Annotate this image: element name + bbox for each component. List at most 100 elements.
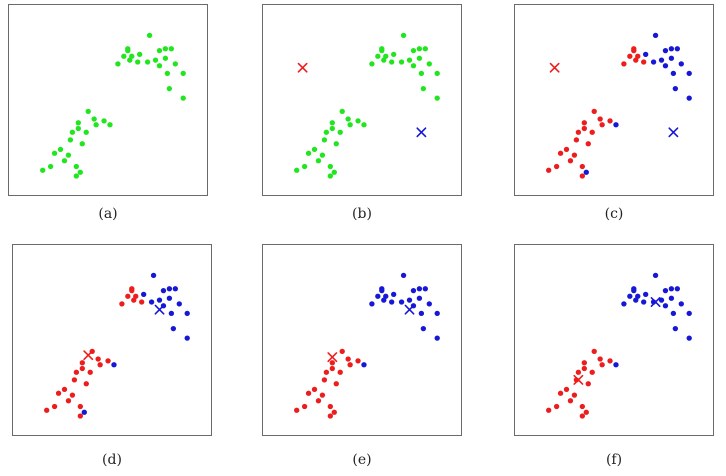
data-point-blue <box>434 335 440 341</box>
data-point-red <box>131 297 137 303</box>
data-point-green <box>73 173 80 179</box>
scatter-plot-e <box>294 272 440 419</box>
data-point-red <box>571 152 578 158</box>
data-point-red <box>319 392 326 398</box>
data-point-blue <box>674 46 681 52</box>
data-point-red <box>581 365 587 372</box>
data-point-red <box>607 118 613 124</box>
data-point-blue <box>633 297 639 303</box>
data-point-red <box>83 381 89 387</box>
scatter-panel-b <box>262 4 462 196</box>
data-point-blue <box>176 301 182 307</box>
data-point-green <box>172 61 178 67</box>
data-point-red <box>599 362 605 368</box>
data-point-red <box>581 360 587 366</box>
centroid-marker-red <box>297 62 308 73</box>
data-point-green <box>69 129 76 135</box>
data-point-blue <box>426 301 432 307</box>
data-point-red <box>329 365 335 372</box>
data-point-green <box>381 57 387 63</box>
data-point-red <box>125 293 131 299</box>
data-point-green <box>361 122 367 128</box>
caption-e: (e) <box>352 452 372 468</box>
data-point-green <box>389 59 395 65</box>
data-point-green <box>333 141 339 147</box>
data-point-red <box>585 141 591 147</box>
data-point-green <box>162 55 169 61</box>
data-point-red <box>563 146 570 153</box>
data-point-blue <box>678 301 684 307</box>
data-point-red <box>591 108 597 115</box>
data-point-blue <box>389 299 395 305</box>
data-point-red <box>355 358 361 364</box>
data-point-red <box>71 377 78 383</box>
centroid-marker-blue <box>154 304 165 315</box>
data-point-blue <box>148 299 155 305</box>
data-point-red <box>573 137 580 143</box>
data-point-blue <box>686 70 692 77</box>
data-point-green <box>422 46 429 52</box>
data-point-green <box>107 122 113 128</box>
data-point-blue <box>672 325 679 332</box>
data-point-blue <box>658 57 665 63</box>
centroid-marker-blue <box>404 304 415 315</box>
data-point-green <box>434 70 440 77</box>
data-point-green <box>115 61 121 67</box>
data-point-red <box>345 356 351 362</box>
data-point-blue <box>375 293 381 299</box>
data-point-red <box>119 301 125 307</box>
data-point-green <box>79 141 85 147</box>
data-point-blue <box>416 295 423 301</box>
data-point-green <box>91 116 97 122</box>
data-point-blue <box>166 286 173 292</box>
data-point-green <box>375 53 381 59</box>
data-point-blue <box>140 291 147 298</box>
data-point-red <box>87 369 93 375</box>
data-point-blue <box>406 297 413 303</box>
data-point-red <box>97 362 103 368</box>
data-point-red <box>339 348 345 355</box>
data-point-red <box>79 360 85 366</box>
data-point-green <box>311 146 318 153</box>
data-point-green <box>294 167 300 173</box>
data-point-red <box>553 163 560 170</box>
data-point-red <box>546 167 552 173</box>
data-point-green <box>331 169 337 175</box>
data-point-red <box>55 390 62 396</box>
data-point-blue <box>361 362 367 368</box>
centroid-marker-red <box>573 374 584 385</box>
data-point-green <box>390 51 397 58</box>
data-point-green <box>101 118 107 124</box>
data-point-blue <box>662 303 669 309</box>
data-point-blue <box>678 61 684 67</box>
data-point-green <box>164 70 171 77</box>
data-point-blue <box>422 286 429 292</box>
data-point-green <box>85 108 91 115</box>
data-point-blue <box>381 297 387 303</box>
data-point-green <box>67 137 74 143</box>
data-point-red <box>641 59 647 65</box>
data-point-red <box>329 360 335 366</box>
data-point-red <box>79 365 85 372</box>
data-point-green <box>369 61 375 67</box>
data-point-blue <box>434 310 440 317</box>
data-point-green <box>77 169 83 175</box>
data-point-red <box>557 150 564 156</box>
data-point-blue <box>662 287 669 294</box>
data-point-green <box>379 46 385 52</box>
data-point-red <box>579 173 586 179</box>
data-point-blue <box>686 310 692 317</box>
data-point-green <box>168 46 175 52</box>
data-point-green <box>57 146 64 153</box>
data-point-red <box>589 129 595 135</box>
data-point-green <box>51 150 58 156</box>
data-point-red <box>44 407 50 413</box>
data-point-red <box>591 348 597 355</box>
data-point-red <box>583 409 589 415</box>
data-point-green <box>400 32 407 39</box>
scatter-plot-a <box>40 32 186 179</box>
scatter-plot-c <box>546 32 692 179</box>
data-point-green <box>329 125 335 132</box>
data-point-blue <box>166 295 173 301</box>
data-point-red <box>129 286 135 292</box>
